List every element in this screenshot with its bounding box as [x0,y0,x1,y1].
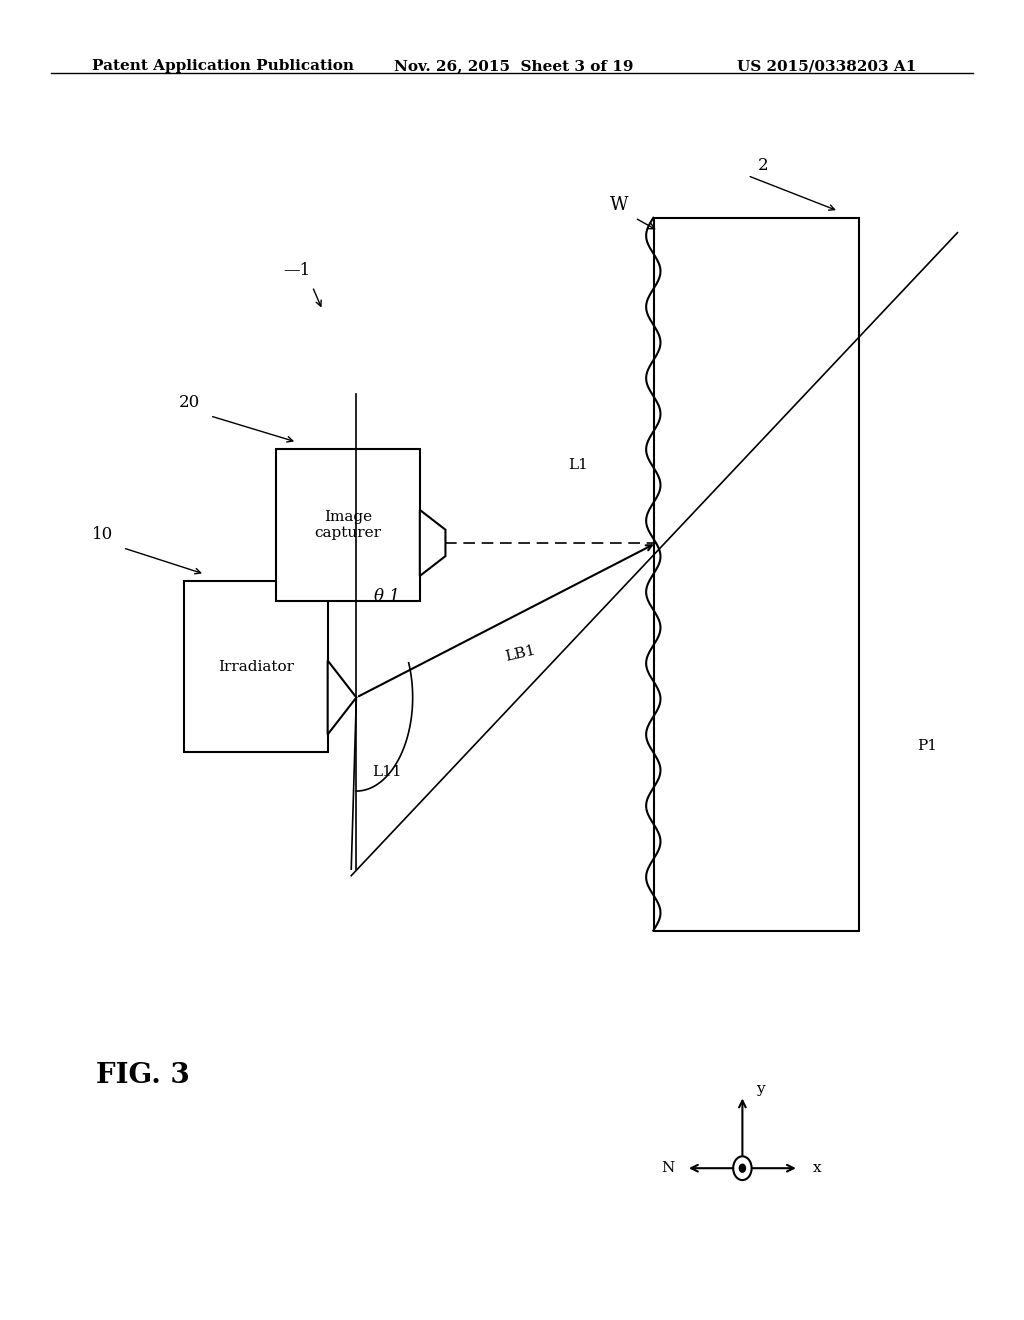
Text: y: y [757,1082,765,1096]
Text: Patent Application Publication: Patent Application Publication [92,59,354,74]
Text: —1: —1 [284,263,311,279]
Text: FIG. 3: FIG. 3 [96,1063,190,1089]
Polygon shape [420,510,445,576]
Text: θ 1: θ 1 [374,589,400,605]
Polygon shape [328,660,356,734]
FancyBboxPatch shape [654,218,859,931]
Text: L11: L11 [373,766,401,779]
Text: L1: L1 [568,458,589,471]
Text: W: W [610,195,629,214]
Text: US 2015/0338203 A1: US 2015/0338203 A1 [737,59,916,74]
FancyBboxPatch shape [276,449,420,601]
Text: 10: 10 [92,527,113,543]
Text: 20: 20 [179,395,200,411]
Text: Irradiator: Irradiator [218,660,294,673]
Text: 2: 2 [758,157,768,173]
Text: Image
capturer: Image capturer [314,510,382,540]
Text: LB1: LB1 [504,643,537,664]
Circle shape [733,1156,752,1180]
Circle shape [739,1164,745,1172]
FancyBboxPatch shape [184,581,328,752]
Text: x: x [813,1162,821,1175]
Text: P1: P1 [916,739,937,752]
Text: N: N [662,1162,674,1175]
Text: Nov. 26, 2015  Sheet 3 of 19: Nov. 26, 2015 Sheet 3 of 19 [394,59,634,74]
